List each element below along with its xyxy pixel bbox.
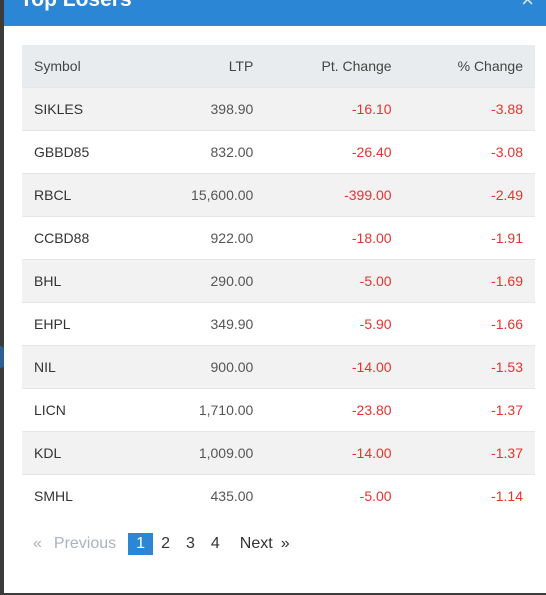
column-header-pct-change[interactable]: % Change: [403, 45, 535, 88]
cell-pt-change: -26.40: [265, 130, 404, 174]
column-header-symbol[interactable]: Symbol: [22, 45, 139, 88]
pagination: « Previous 1 2 3 4 Next »: [33, 532, 290, 556]
modal-header: Top Losers ×: [4, 0, 546, 26]
cell-pct-change: -1.66: [403, 302, 535, 346]
cell-ltp: 435.00: [138, 474, 266, 517]
background-panel-handle: [0, 346, 6, 368]
cell-pct-change: -1.69: [403, 259, 535, 303]
top-losers-table: Symbol LTP Pt. Change % Change SIKLES 39…: [22, 45, 535, 517]
cell-ltp: 398.90: [138, 87, 266, 131]
cell-ltp: 290.00: [138, 259, 266, 303]
previous-page-button: Previous: [53, 535, 117, 552]
close-icon[interactable]: ×: [521, 0, 534, 12]
cell-ltp: 832.00: [138, 130, 266, 174]
top-losers-modal: Top Losers × Symbol LTP Pt. Change % Cha…: [4, 0, 546, 593]
page-2-button[interactable]: 2: [161, 535, 170, 552]
table-row: GBBD85 832.00 -26.40 -3.08: [22, 130, 535, 174]
cell-pt-change: -18.00: [265, 216, 404, 260]
cell-symbol: SIKLES: [22, 87, 139, 131]
cell-symbol: EHPL: [22, 302, 139, 346]
table-row: SIKLES 398.90 -16.10 -3.88: [22, 87, 535, 131]
cell-pt-change: -399.00: [265, 173, 404, 217]
cell-symbol: KDL: [22, 431, 139, 475]
cell-ltp: 922.00: [138, 216, 266, 260]
cell-symbol: CCBD88: [22, 216, 139, 260]
cell-pt-change: -5.00: [265, 474, 404, 517]
column-header-pt-change[interactable]: Pt. Change: [265, 45, 404, 88]
cell-pct-change: -3.88: [403, 87, 535, 131]
table-row: BHL 290.00 -5.00 -1.69: [22, 259, 535, 303]
page-1-button[interactable]: 1: [128, 533, 154, 555]
table-row: LICN 1,710.00 -23.80 -1.37: [22, 388, 535, 432]
table-row: EHPL 349.90 -5.90 -1.66: [22, 302, 535, 346]
table-row: CCBD88 922.00 -18.00 -1.91: [22, 216, 535, 260]
page-3-button[interactable]: 3: [185, 535, 195, 552]
cell-ltp: 900.00: [138, 345, 266, 389]
cell-ltp: 1,009.00: [138, 431, 266, 475]
page-4-button[interactable]: 4: [210, 535, 220, 552]
column-header-ltp[interactable]: LTP: [138, 45, 266, 88]
cell-pct-change: -1.91: [403, 216, 535, 260]
modal-title: Top Losers: [20, 0, 132, 12]
next-page-button[interactable]: Next: [239, 535, 273, 552]
table-row: NIL 900.00 -14.00 -1.53: [22, 345, 535, 389]
cell-symbol: GBBD85: [22, 130, 139, 174]
cell-ltp: 15,600.00: [138, 173, 266, 217]
cell-pct-change: -1.37: [403, 388, 535, 432]
cell-pct-change: -2.49: [403, 173, 535, 217]
cell-symbol: LICN: [22, 388, 139, 432]
cell-pt-change: -14.00: [265, 431, 404, 475]
previous-arrow-icon: «: [33, 535, 42, 552]
cell-symbol: BHL: [22, 259, 139, 303]
cell-pct-change: -3.08: [403, 130, 535, 174]
cell-ltp: 349.90: [138, 302, 266, 346]
cell-pct-change: -1.37: [403, 431, 535, 475]
table-row: KDL 1,009.00 -14.00 -1.37: [22, 431, 535, 475]
cell-pt-change: -5.90: [265, 302, 404, 346]
cell-symbol: RBCL: [22, 173, 139, 217]
cell-pt-change: -16.10: [265, 87, 404, 131]
cell-symbol: NIL: [22, 345, 139, 389]
cell-pt-change: -23.80: [265, 388, 404, 432]
cell-pct-change: -1.53: [403, 345, 535, 389]
cell-symbol: SMHL: [22, 474, 139, 517]
cell-pt-change: -5.00: [265, 259, 404, 303]
table-header-row: Symbol LTP Pt. Change % Change: [22, 45, 535, 88]
cell-ltp: 1,710.00: [138, 388, 266, 432]
table-row: SMHL 435.00 -5.00 -1.14: [22, 474, 535, 517]
cell-pct-change: -1.14: [403, 474, 535, 517]
table-row: RBCL 15,600.00 -399.00 -2.49: [22, 173, 535, 217]
cell-pt-change: -14.00: [265, 345, 404, 389]
next-arrow-icon[interactable]: »: [280, 535, 290, 552]
